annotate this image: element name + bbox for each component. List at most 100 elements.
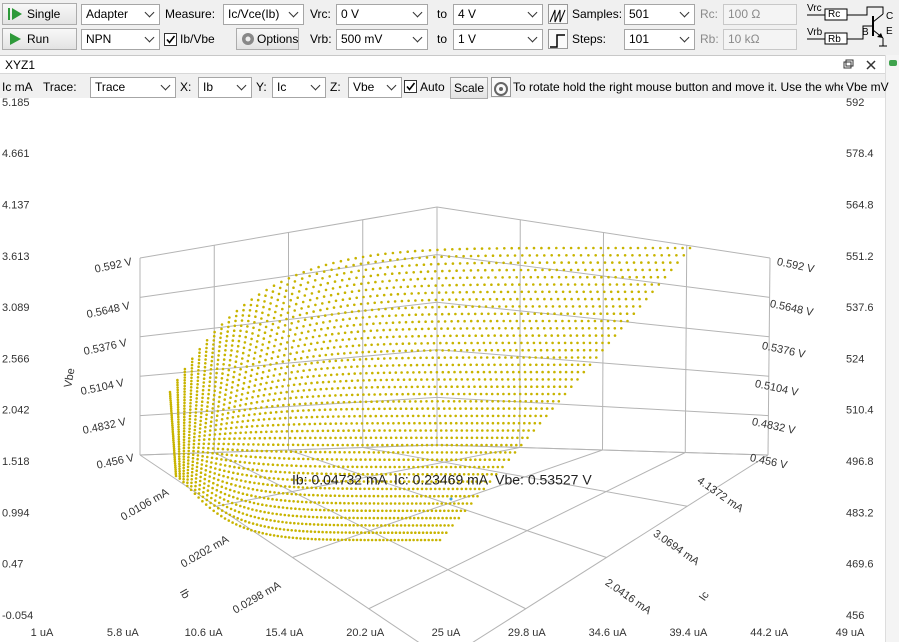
- trace-point: [534, 414, 537, 418]
- trace-point: [265, 518, 268, 521]
- trace-point: [244, 335, 247, 339]
- trace-point: [367, 538, 370, 542]
- dropdown[interactable]: Adapter: [81, 4, 160, 25]
- dropdown[interactable]: 1 V: [453, 29, 543, 50]
- trace-point: [510, 356, 513, 359]
- dropdown[interactable]: 501: [624, 4, 695, 25]
- trace-point: [268, 393, 271, 396]
- trace-point: [435, 443, 439, 447]
- trace-point: [472, 378, 475, 381]
- trace-point: [328, 394, 332, 397]
- trace-point: [187, 436, 191, 440]
- trace-point: [518, 283, 521, 286]
- side-icon[interactable]: [889, 60, 897, 66]
- trace-point: [198, 431, 202, 434]
- trace-point: [350, 270, 353, 274]
- trace-point: [405, 436, 408, 440]
- dropdown[interactable]: Ic/Vce(Ib): [223, 4, 304, 25]
- trace-point: [391, 321, 395, 325]
- trace-point: [457, 363, 461, 367]
- z-tick-label: 0.4832 V: [82, 416, 128, 437]
- trace-point: [204, 503, 208, 506]
- trace-point: [459, 327, 463, 330]
- trace-point: [430, 509, 434, 513]
- dropdown[interactable]: 0 V: [336, 4, 428, 25]
- trace-point: [307, 409, 311, 412]
- trace-point: [223, 398, 226, 401]
- dropdown[interactable]: Ic: [272, 77, 326, 98]
- trace-point: [327, 508, 330, 512]
- trace-point: [183, 381, 186, 385]
- trace-point: [653, 254, 656, 257]
- rotate-icon[interactable]: [491, 77, 511, 97]
- trace-point: [216, 358, 220, 362]
- checkbox[interactable]: [164, 33, 177, 46]
- trace-point: [220, 327, 223, 331]
- trace-point: [623, 254, 627, 257]
- trace-point: [595, 341, 598, 345]
- trace-point: [297, 522, 300, 525]
- trace-point: [470, 414, 474, 418]
- sweep-icon[interactable]: [548, 4, 568, 24]
- button[interactable]: Single: [2, 3, 77, 25]
- trace-point: [386, 400, 390, 403]
- trace-point: [433, 385, 437, 389]
- trace-point: [211, 486, 214, 490]
- trace-point: [264, 325, 268, 329]
- trace-point: [300, 500, 304, 504]
- trace-point: [497, 414, 500, 418]
- trace-point: [493, 290, 496, 294]
- step-icon[interactable]: [548, 29, 568, 49]
- button[interactable]: Run: [2, 28, 77, 50]
- trace-point: [235, 394, 238, 398]
- trace-point: [247, 413, 251, 417]
- trace-point: [340, 538, 344, 542]
- trace-point: [195, 465, 199, 469]
- dropdown[interactable]: Ib: [198, 77, 252, 98]
- trace-point: [439, 480, 442, 483]
- trace-point: [247, 314, 251, 318]
- panel-buttons[interactable]: [842, 59, 882, 71]
- dropdown[interactable]: 101: [624, 29, 695, 50]
- trace-point: [418, 421, 421, 425]
- trace-point: [326, 443, 330, 447]
- trace-point: [395, 524, 399, 527]
- dropdown[interactable]: 4 V: [453, 4, 543, 25]
- trace-point: [360, 337, 364, 340]
- trace-point: [183, 418, 186, 422]
- dropdown[interactable]: 500 mV: [336, 29, 428, 50]
- dropdown[interactable]: NPN: [81, 29, 160, 50]
- trace-point: [419, 400, 423, 403]
- trace-point: [508, 451, 512, 454]
- trace-point: [557, 400, 561, 403]
- trace-point: [338, 366, 341, 369]
- dropdown[interactable]: Trace: [90, 77, 176, 98]
- trace-point: [464, 458, 468, 462]
- trace-point: [527, 348, 530, 352]
- trace-point: [455, 509, 459, 513]
- checkbox[interactable]: [404, 80, 417, 93]
- trace-point: [208, 438, 211, 441]
- trace-point: [420, 284, 424, 288]
- trace-point: [500, 312, 503, 316]
- trace-point: [397, 538, 400, 542]
- trace-point: [275, 498, 279, 502]
- trace-point: [392, 349, 395, 353]
- trace-point: [261, 424, 264, 428]
- trace-point: [227, 325, 230, 329]
- trace-point: [441, 370, 445, 374]
- trace-point: [415, 363, 419, 367]
- button[interactable]: Scale: [450, 77, 488, 99]
- trace-point: [372, 451, 376, 454]
- trace-point: [345, 487, 349, 490]
- dropdown[interactable]: Vbe: [348, 77, 402, 98]
- trace-point: [273, 367, 277, 371]
- trace-point: [203, 369, 206, 373]
- trace-point: [583, 297, 587, 301]
- trace-point: [507, 407, 511, 410]
- trace-point: [331, 479, 334, 483]
- button[interactable]: Options: [236, 28, 299, 50]
- trace-point: [430, 473, 434, 476]
- trace-point: [173, 453, 176, 457]
